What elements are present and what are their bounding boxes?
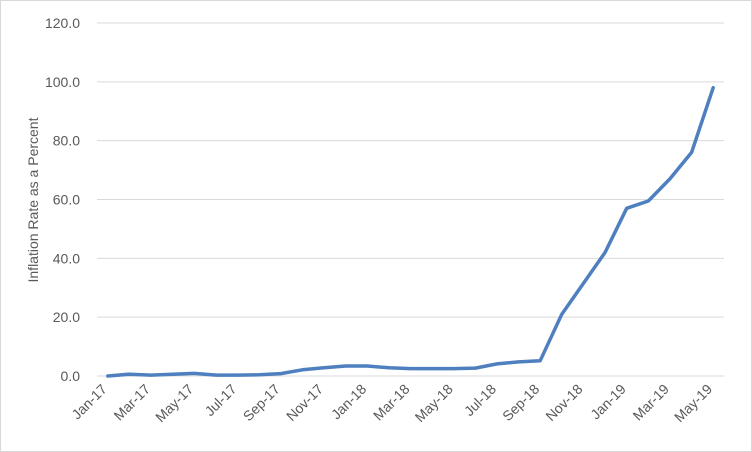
y-tick-label: 60.0 [53,192,80,208]
y-tick-label: 80.0 [53,133,80,149]
y-axis-title: Inflation Rate as a Percent [25,117,41,282]
y-tick-label: 120.0 [45,15,80,31]
y-tick-label: 0.0 [61,368,81,384]
y-tick-label: 20.0 [53,309,80,325]
y-tick-label: 40.0 [53,250,80,266]
data-line [106,85,715,378]
y-tick-label: 100.0 [45,74,80,90]
